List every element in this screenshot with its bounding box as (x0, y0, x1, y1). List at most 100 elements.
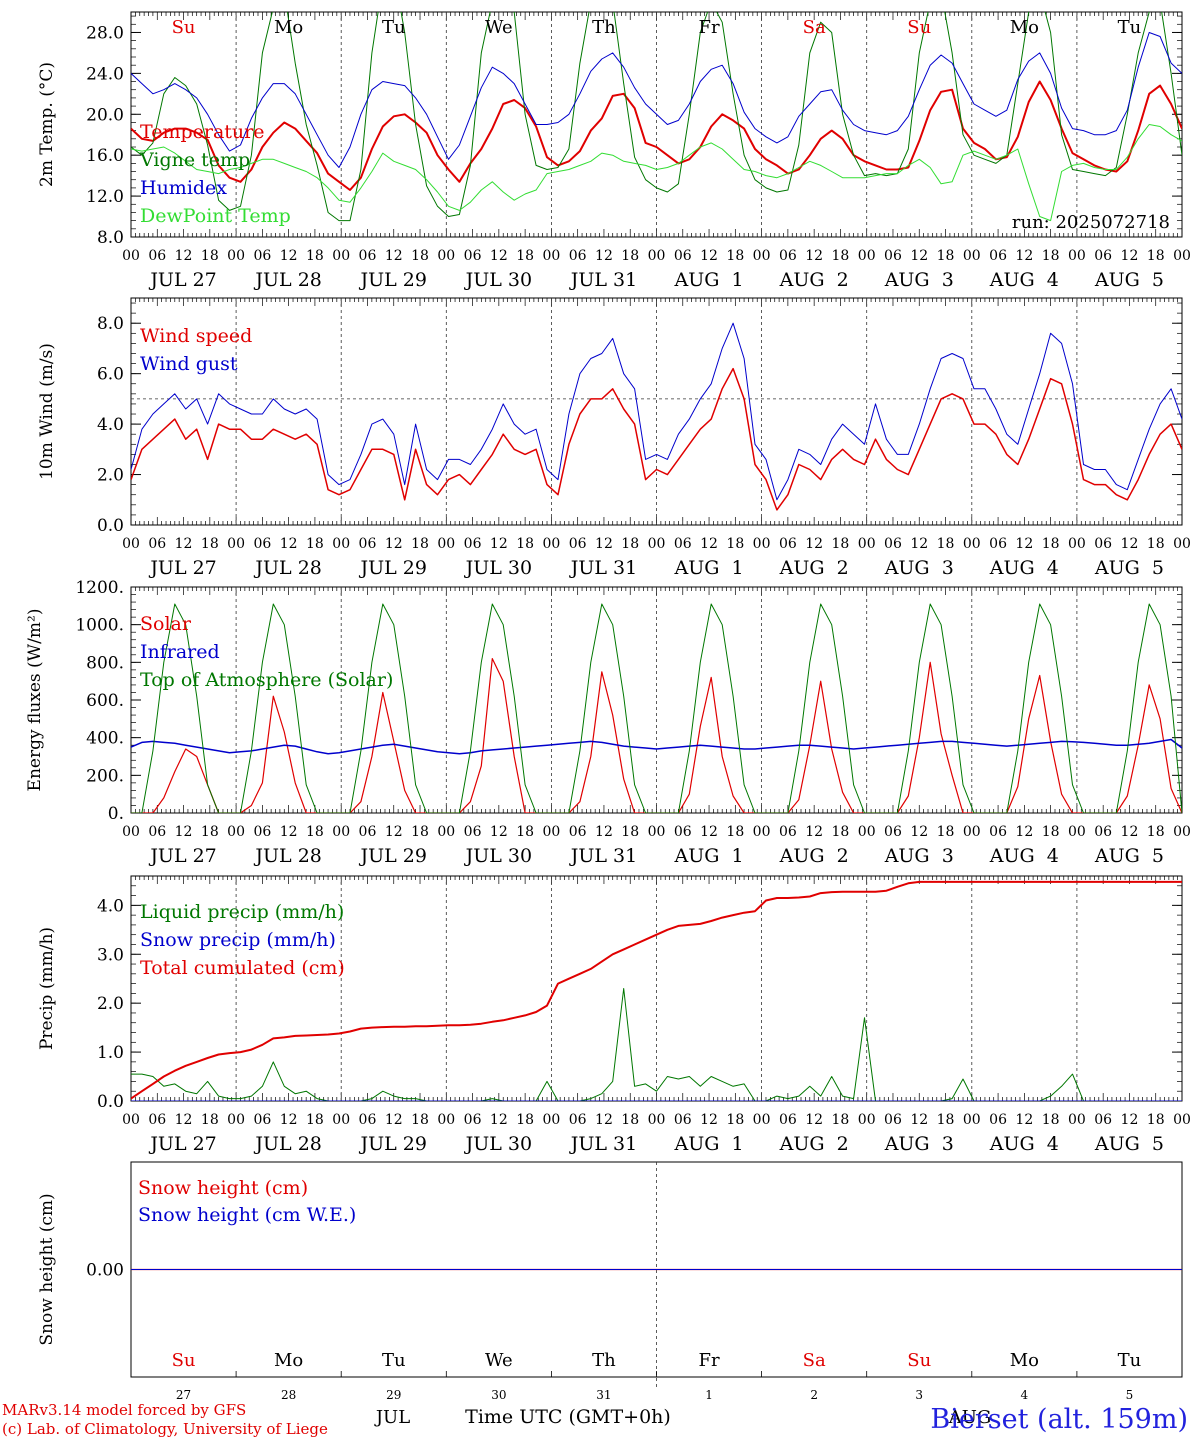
x-hour-label: 18 (726, 248, 744, 264)
x-hour-label: 06 (674, 1112, 692, 1128)
y-tick-label: 20.0 (86, 105, 124, 125)
x-hour-label: 06 (253, 536, 271, 552)
x-hour-label: 06 (884, 824, 902, 840)
weekday-label: Tu (1118, 1350, 1142, 1371)
y-tick-label: 3.0 (97, 945, 124, 965)
x-hour-label: 12 (1121, 536, 1139, 552)
x-hour-label: 12 (595, 536, 613, 552)
weekday-label: Mo (274, 1350, 303, 1371)
x-hour-label: 18 (411, 248, 429, 264)
x-hour-label: 18 (937, 536, 955, 552)
legend-entry: Vigne temp (139, 149, 250, 171)
x-hour-label: 06 (148, 824, 166, 840)
credit-lab: (c) Lab. of Climatology, University of L… (2, 1420, 328, 1438)
x-day-label: JUL 27 (148, 845, 216, 867)
x-hour-label: 12 (1015, 824, 1033, 840)
x-hour-label: 18 (411, 824, 429, 840)
x-day-label: JUL 30 (464, 557, 532, 579)
y-tick-label: 24.0 (86, 64, 124, 84)
x-hour-label: 18 (832, 1112, 850, 1128)
x-day-label: AUG 5 (1094, 557, 1164, 579)
y-tick-label: 4.0 (97, 896, 124, 916)
y-tick-label: 6.0 (97, 365, 124, 385)
panel-snow: 0.00 Snow height (cm) Snow height (cm) Snow… (37, 1161, 1183, 1389)
x-hour-label: 06 (148, 536, 166, 552)
legend-entry: Total cumulated (cm) (140, 957, 345, 979)
weekday-label: Su (172, 17, 196, 38)
y-axis-label: 2m Temp. (°C) (37, 62, 57, 187)
x-hour-label: 12 (700, 536, 718, 552)
x-hour-label: 12 (490, 248, 508, 264)
x-hour-label: 06 (464, 536, 482, 552)
legend-entry: Snow height (cm) (138, 1177, 308, 1199)
x-day-label: JUL 30 (464, 845, 532, 867)
x-hour-label: 00 (963, 536, 981, 552)
x-hour-label: 00 (1068, 248, 1086, 264)
x-hour-label: 18 (1147, 824, 1165, 840)
x-hour-label: 18 (832, 824, 850, 840)
x-hour-label: 12 (805, 536, 823, 552)
x-hour-label: 12 (490, 824, 508, 840)
x-hour-label: 18 (1042, 536, 1060, 552)
x-hour-label: 18 (1042, 248, 1060, 264)
x-hour-label: 00 (542, 1112, 560, 1128)
x-hour-label: 12 (700, 824, 718, 840)
x-hour-label: 12 (385, 1112, 403, 1128)
x-hour-label: 00 (437, 824, 455, 840)
x-hour-label: 18 (937, 248, 955, 264)
x-day-label: JUL 27 (148, 557, 216, 579)
legend-entry: Wind gust (140, 353, 238, 375)
legend-entry: Solar (140, 613, 192, 635)
x-hour-label: 18 (937, 1112, 955, 1128)
x-hour-label: 12 (1015, 536, 1033, 552)
weekday-label: Th (592, 17, 616, 38)
x-hour-label: 18 (201, 1112, 219, 1128)
x-hour-label: 00 (648, 1112, 666, 1128)
weekday-label: Fr (699, 17, 720, 38)
x-hour-label: 18 (726, 536, 744, 552)
x-day-label: AUG 4 (989, 269, 1059, 291)
x-hour-label: 12 (490, 1112, 508, 1128)
day-number: 31 (596, 1388, 611, 1402)
weekday-label: We (485, 1350, 513, 1371)
x-hour-label: 06 (674, 536, 692, 552)
day-number: 27 (176, 1388, 191, 1402)
x-hour-label: 00 (332, 536, 350, 552)
x-hour-label: 18 (1147, 1112, 1165, 1128)
x-hour-label: 12 (175, 824, 193, 840)
legend-entry: Top of Atmosphere (Solar) (140, 669, 393, 691)
x-hour-label: 18 (516, 536, 534, 552)
x-hour-label: 12 (910, 248, 928, 264)
x-day-label: AUG 2 (779, 557, 849, 579)
x-hour-label: 06 (569, 248, 587, 264)
series-line-top-of-atmosphere-solar (131, 603, 1182, 813)
x-day-label: JUL 27 (148, 269, 216, 291)
x-day-label: JUL 27 (148, 1133, 216, 1155)
x-hour-label: 06 (884, 1112, 902, 1128)
x-hour-label: 18 (306, 824, 324, 840)
x-hour-label: 12 (910, 1112, 928, 1128)
x-day-label: JUL 29 (359, 269, 427, 291)
x-hour-label: 00 (227, 248, 245, 264)
x-hour-label: 00 (437, 248, 455, 264)
x-hour-label: 18 (621, 536, 639, 552)
x-axis-title: Time UTC (GMT+0h) (465, 1406, 671, 1428)
x-hour-label: 00 (1068, 1112, 1086, 1128)
x-hour-label: 18 (516, 824, 534, 840)
day-number: 28 (281, 1388, 296, 1402)
y-tick-label: 8.0 (97, 314, 124, 334)
x-hour-label: 06 (1094, 248, 1112, 264)
panel-energy: 0. 200. 400. 600. 800. 1000. 1200. Energy fluxe… (25, 578, 1191, 867)
x-hour-label: 18 (201, 248, 219, 264)
weekday-label: Mo (1010, 1350, 1039, 1371)
y-tick-label: 4.0 (97, 415, 124, 435)
x-hour-label: 06 (148, 1112, 166, 1128)
x-hour-label: 06 (779, 1112, 797, 1128)
x-day-label: AUG 5 (1094, 1133, 1164, 1155)
x-hour-label: 00 (963, 1112, 981, 1128)
x-day-label: AUG 1 (674, 845, 744, 867)
run-label: run: 2025072718 (1012, 212, 1170, 233)
series-line-wind-speed (131, 367, 1182, 511)
x-hour-label: 00 (1068, 824, 1086, 840)
x-hour-label: 00 (227, 536, 245, 552)
